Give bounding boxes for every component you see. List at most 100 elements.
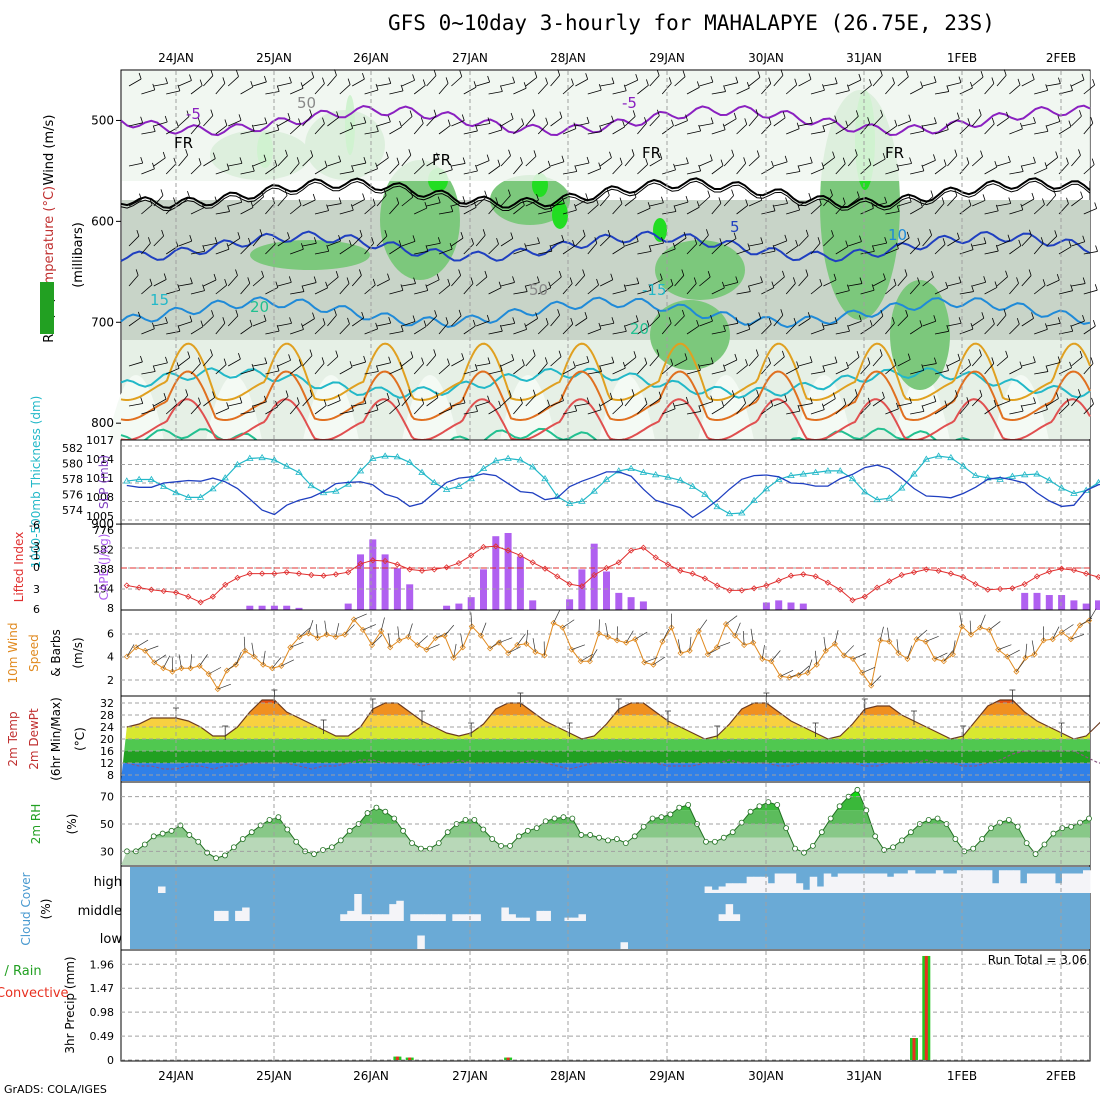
wind-barb [376, 362, 391, 367]
wind-speed-point [323, 631, 330, 638]
wind-barb [736, 124, 748, 135]
wind-barb-flag [1079, 350, 1083, 358]
wind-barb-flag [594, 237, 598, 244]
wind-barb [215, 248, 230, 255]
slp-tick-label: 1008 [86, 491, 114, 504]
cloud-bar [473, 914, 481, 921]
wind-barb-flag [472, 319, 476, 327]
wind-barb-flag [1016, 317, 1020, 325]
wind-barb [897, 402, 912, 407]
dewpoint-line [126, 750, 1100, 770]
wind-barb [1009, 84, 1021, 95]
wind-barb [302, 355, 313, 367]
wind-barb [364, 409, 379, 415]
wind-barb [922, 160, 936, 167]
wind-barb-flag [557, 309, 560, 316]
wind-speed-point [123, 653, 131, 660]
thickness-point [627, 464, 635, 471]
wind-barb-flag [475, 124, 478, 132]
wind-barb [810, 409, 825, 415]
thickness-point [516, 456, 525, 463]
date-label-top: 27JAN [452, 51, 488, 65]
wind-barb-flag [698, 164, 702, 172]
wind-barb [240, 170, 255, 175]
wind-barb-flag [595, 198, 599, 205]
lifted-index-point [997, 585, 1004, 593]
wind-barb-flag [809, 356, 813, 363]
wind-barb [723, 155, 734, 167]
thickness-point [910, 470, 918, 477]
wind-barb [562, 367, 576, 375]
wind-barb-flag [235, 269, 238, 276]
wind-barb-flag [646, 79, 649, 86]
wind-barb-flag [1031, 73, 1035, 80]
rh-point [542, 818, 549, 825]
wind-barb-flag [957, 353, 961, 361]
pressure-tick-label: 800 [91, 416, 114, 430]
wind-barb [785, 283, 796, 295]
lifted-index-point [505, 547, 512, 554]
wind-barb-flag [1092, 78, 1095, 86]
wind-speed-point [614, 637, 621, 644]
wind-barb-flag [388, 317, 392, 324]
wind-speed-point [441, 632, 448, 639]
wind-barb [498, 637, 513, 644]
wind-barb [624, 197, 637, 207]
wind-barb [897, 275, 908, 287]
wind-barb [674, 120, 688, 127]
wind-barb [686, 170, 701, 175]
wind-barb-flag [921, 405, 925, 412]
wind-barb [686, 283, 697, 295]
wind-barb-flag [284, 189, 288, 196]
precip-convective-bar [395, 1056, 399, 1060]
wind-barb [1046, 362, 1061, 367]
wind-barb [835, 126, 848, 135]
rh-point [444, 829, 451, 836]
rh-point [792, 845, 798, 852]
wind-barb [178, 116, 190, 127]
wind-barb [612, 290, 627, 295]
lifted-index-point [615, 559, 622, 566]
wind-barb [217, 683, 231, 690]
wind-barb [500, 359, 514, 367]
rh-point [1050, 830, 1057, 837]
wind-barb [488, 330, 503, 335]
wind-barb-flag [312, 312, 315, 319]
wind-barb-flag [882, 391, 885, 399]
wind-barb [1009, 128, 1023, 135]
wind-barb-flag [771, 281, 775, 288]
wind-barb [835, 246, 848, 255]
thickness-point [209, 485, 217, 492]
wind-barb-flag [710, 357, 714, 364]
precip-tick-label: 1.96 [90, 958, 115, 971]
wind-barb [823, 636, 827, 651]
wind-barb [135, 639, 149, 648]
wind-barb [277, 281, 292, 287]
wind-barb [228, 163, 243, 167]
wind-barb [513, 204, 525, 215]
wind-barb [823, 279, 837, 287]
wind-barb-flag [956, 112, 960, 119]
wind-barb-flag [648, 284, 652, 291]
thickness-point [701, 490, 709, 497]
wind-barb-flag [362, 73, 365, 80]
wind-barb [203, 158, 216, 167]
wind-barb [376, 157, 389, 167]
wind-barb-flag [731, 189, 734, 196]
wind-barb [575, 198, 588, 207]
wind-barb [376, 322, 391, 327]
wind-barb-flag [347, 78, 351, 85]
wind-barb [1058, 403, 1070, 415]
wind-barb-flag [582, 229, 586, 237]
wind-barb-flag [570, 317, 574, 325]
wind-barb [637, 403, 648, 415]
wind-barb-flag [351, 404, 354, 412]
wind-barb-flag [524, 285, 528, 292]
wind-barb [525, 355, 536, 367]
wind-barb-flag [1045, 403, 1048, 410]
thickness-point [1045, 476, 1054, 483]
warm-isotherm-line [120, 370, 1091, 422]
wind-barb-flag [534, 71, 538, 78]
date-label-bottom: 25JAN [256, 1069, 292, 1083]
wind-barb [128, 122, 143, 127]
